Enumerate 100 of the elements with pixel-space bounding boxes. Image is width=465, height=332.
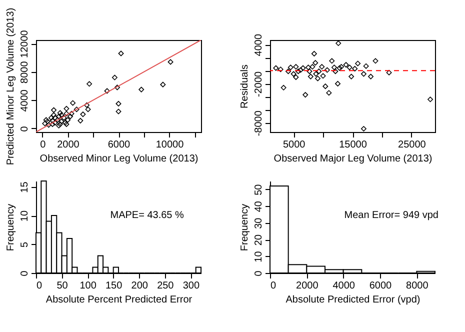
point <box>78 118 84 124</box>
point <box>319 64 325 70</box>
y-tick-label: 15 <box>20 181 30 193</box>
point <box>352 66 358 72</box>
point <box>51 107 57 113</box>
x-tick-label: 250 <box>157 280 174 292</box>
x-tick-label: 50 <box>56 280 68 292</box>
point <box>329 58 335 64</box>
point <box>298 67 304 73</box>
y-axis-title: Residuals <box>240 64 250 108</box>
point <box>293 74 299 80</box>
point <box>372 58 378 64</box>
x-tick-label: 6000 <box>369 280 392 292</box>
point <box>85 106 91 112</box>
point <box>336 40 342 46</box>
y-tick-label: 4000 <box>20 89 30 112</box>
point <box>363 63 369 69</box>
point <box>278 66 284 72</box>
point <box>84 102 90 108</box>
x-tick-label: 2000 <box>57 140 80 150</box>
y-tick-label: 8000 <box>20 60 30 84</box>
y-tick-label: 20 <box>254 234 264 246</box>
point <box>302 92 308 98</box>
point <box>48 115 54 121</box>
point <box>104 88 110 94</box>
point <box>64 117 70 123</box>
x-tick-label: 6000 <box>108 140 131 150</box>
y-axis-title: Frequency <box>240 204 250 252</box>
point <box>338 64 344 70</box>
point <box>332 68 338 74</box>
point <box>293 64 299 70</box>
point <box>368 74 374 80</box>
point <box>50 121 56 127</box>
x-tick-label: 300 <box>182 280 200 292</box>
point <box>114 84 120 90</box>
point <box>331 64 337 70</box>
point <box>118 50 124 56</box>
point <box>56 114 62 120</box>
y-tick-label: 10 <box>20 210 30 222</box>
point <box>320 73 326 79</box>
point <box>51 112 57 118</box>
point <box>74 106 80 112</box>
point <box>273 65 279 71</box>
point <box>316 68 322 74</box>
point <box>306 68 312 74</box>
point <box>346 64 352 70</box>
y-tick-label: 12000 <box>20 30 30 58</box>
x-tick-label: 0 <box>270 280 276 292</box>
annotation: MAPE= 43.65 % <box>110 210 184 222</box>
x-tick-label: 5000 <box>282 140 306 150</box>
x-axis-title: Observed Minor Leg Volume (2013) <box>40 154 198 164</box>
x-tick-label: 200 <box>131 280 148 292</box>
y-tick-label: -8000 <box>254 110 264 136</box>
y-tick-label: -2000 <box>254 70 264 98</box>
x-tick-label: 25000 <box>398 140 426 150</box>
point <box>46 122 52 128</box>
point <box>52 115 58 121</box>
y-tick-label: 4000 <box>254 34 264 56</box>
x-tick-label: 0 <box>36 280 42 292</box>
y-tick-label: 5 <box>20 242 30 248</box>
x-tick-label: 8000 <box>406 280 429 292</box>
point <box>343 62 349 68</box>
point <box>138 86 144 92</box>
point <box>296 68 302 74</box>
point <box>86 81 92 87</box>
point <box>336 65 342 71</box>
point <box>58 118 64 124</box>
x-axis-title: Absolute Predicted Error (vpd) <box>286 294 420 306</box>
point <box>280 84 286 90</box>
point <box>324 67 330 73</box>
y-tick-label: 0 <box>20 270 30 276</box>
point <box>428 96 434 102</box>
point <box>311 50 317 56</box>
point <box>310 64 316 70</box>
point <box>312 60 318 66</box>
point <box>64 106 70 112</box>
x-tick-label: 100 <box>80 280 97 292</box>
annotation: Mean Error= 949 vpd <box>344 210 438 222</box>
y-axis-title: Predicted Minor Leg Volume (2013) <box>6 8 16 166</box>
y-tick-label: 0 <box>254 270 264 276</box>
point <box>160 82 166 88</box>
point <box>288 64 294 70</box>
point <box>64 110 70 116</box>
point <box>313 71 319 77</box>
point <box>70 100 76 106</box>
point <box>360 71 366 77</box>
point <box>68 114 74 120</box>
point <box>355 60 361 66</box>
point <box>112 74 118 80</box>
point <box>348 74 354 80</box>
x-axis-title: Observed Major Leg Volume (2013) <box>274 154 432 164</box>
point <box>300 65 306 71</box>
point <box>168 59 174 65</box>
x-tick-label: 10000 <box>156 140 184 150</box>
y-axis-title: Frequency <box>6 204 16 252</box>
point <box>314 76 320 82</box>
point <box>57 110 63 116</box>
x-tick-label: 150 <box>106 280 123 292</box>
point <box>326 90 332 96</box>
point <box>322 84 328 90</box>
